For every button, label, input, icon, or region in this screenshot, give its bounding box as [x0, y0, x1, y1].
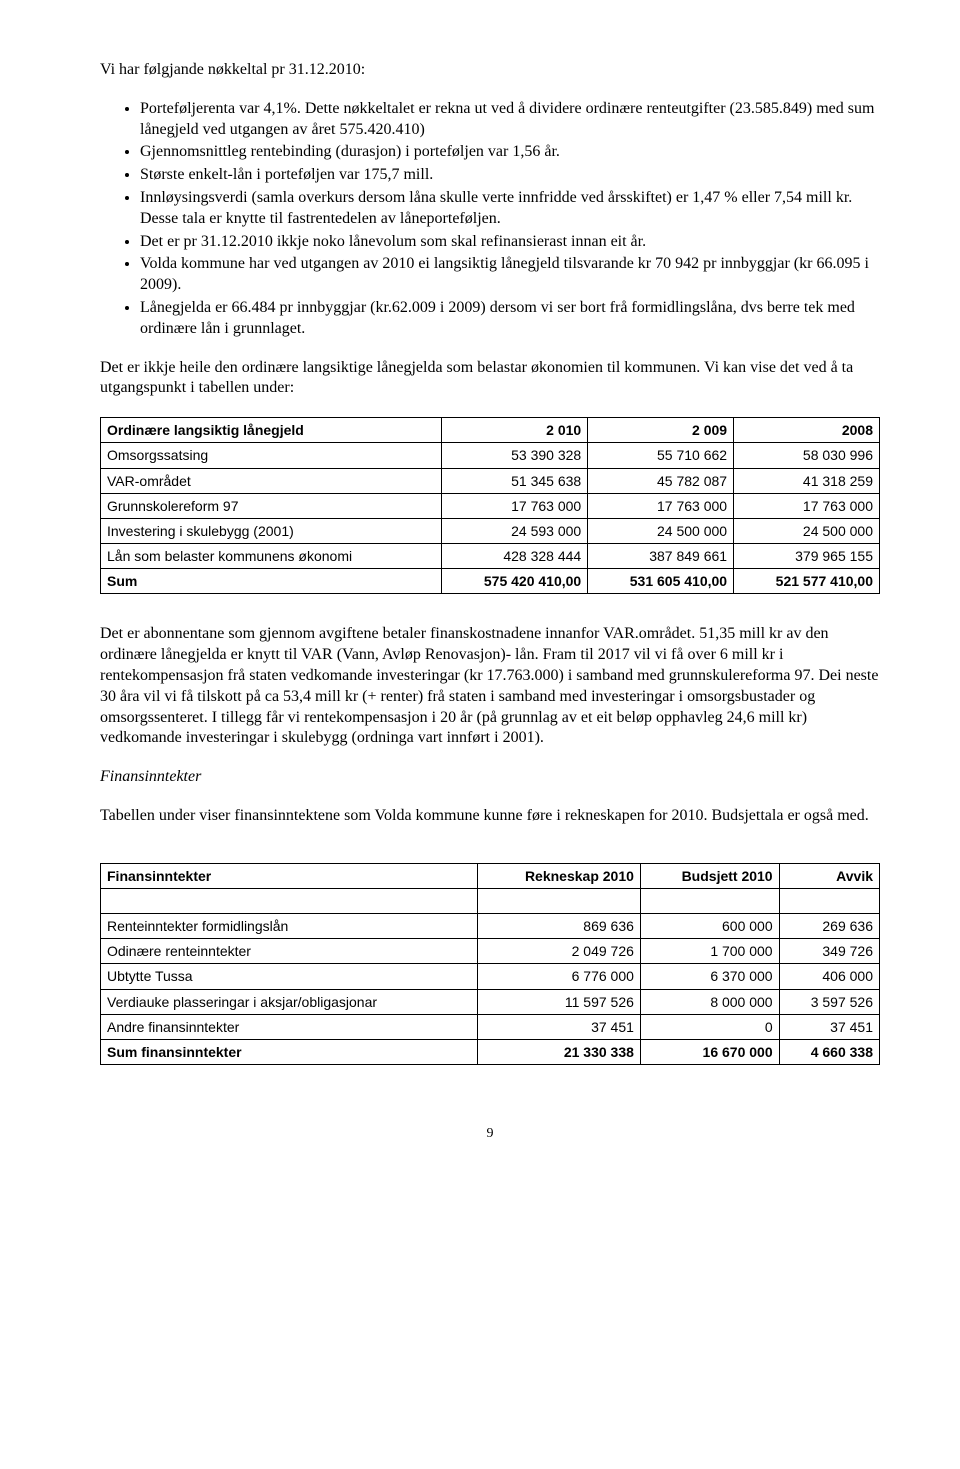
table-cell: 0 — [640, 1014, 779, 1039]
table-cell: 24 500 000 — [734, 518, 880, 543]
table-cell: 17 763 000 — [442, 493, 588, 518]
table-header-row: Finansinntekter Rekneskap 2010 Budsjett … — [101, 863, 880, 888]
table-row: Ubtytte Tussa 6 776 000 6 370 000 406 00… — [101, 964, 880, 989]
table-cell: 41 318 259 — [734, 468, 880, 493]
table-cell: 6 776 000 — [478, 964, 641, 989]
table-header: 2 009 — [588, 418, 734, 443]
table-cell: 51 345 638 — [442, 468, 588, 493]
table-cell: 24 593 000 — [442, 518, 588, 543]
list-item: Gjennomsnittleg rentebinding (durasjon) … — [140, 142, 880, 163]
table-cell: 17 763 000 — [588, 493, 734, 518]
list-item: Innløysingsverdi (samla overkurs dersom … — [140, 188, 880, 230]
table-cell: 3 597 526 — [779, 989, 879, 1014]
table-cell: 45 782 087 — [588, 468, 734, 493]
table-cell: Sum — [101, 569, 442, 594]
table-cell: 379 965 155 — [734, 544, 880, 569]
table-header: Ordinære langsiktig lånegjeld — [101, 418, 442, 443]
table-cell: 600 000 — [640, 914, 779, 939]
table-cell — [101, 889, 478, 914]
table-header: Budsjett 2010 — [640, 863, 779, 888]
table-header-row: Ordinære langsiktig lånegjeld 2 010 2 00… — [101, 418, 880, 443]
table-cell: Sum finansinntekter — [101, 1039, 478, 1064]
table-row: Verdiauke plasseringar i aksjar/obligasj… — [101, 989, 880, 1014]
table-cell: Grunnskolereform 97 — [101, 493, 442, 518]
table-row: Andre finansinntekter 37 451 0 37 451 — [101, 1014, 880, 1039]
table-row: Renteinntekter formidlingslån 869 636 60… — [101, 914, 880, 939]
table-cell: 269 636 — [779, 914, 879, 939]
table-cell: 37 451 — [478, 1014, 641, 1039]
middle-paragraph: Det er ikkje heile den ordinære langsikt… — [100, 358, 880, 400]
table-row: Omsorgssatsing 53 390 328 55 710 662 58 … — [101, 443, 880, 468]
table-cell: 428 328 444 — [442, 544, 588, 569]
table-row: Grunnskolereform 97 17 763 000 17 763 00… — [101, 493, 880, 518]
table-spacer-row — [101, 889, 880, 914]
table-cell: 21 330 338 — [478, 1039, 641, 1064]
table-cell: Andre finansinntekter — [101, 1014, 478, 1039]
table-cell: 521 577 410,00 — [734, 569, 880, 594]
table-cell: 24 500 000 — [588, 518, 734, 543]
list-item: Største enkelt-lån i porteføljen var 175… — [140, 165, 880, 186]
table-header: 2008 — [734, 418, 880, 443]
list-item: Volda kommune har ved utgangen av 2010 e… — [140, 254, 880, 296]
table-cell: 17 763 000 — [734, 493, 880, 518]
table-cell: 2 049 726 — [478, 939, 641, 964]
table-header: Finansinntekter — [101, 863, 478, 888]
table-row: Lån som belaster kommunens økonomi 428 3… — [101, 544, 880, 569]
subheading-finansinntekter: Finansinntekter — [100, 767, 880, 788]
table-cell — [478, 889, 641, 914]
table-cell: Investering i skulebygg (2001) — [101, 518, 442, 543]
debt-table: Ordinære langsiktig lånegjeld 2 010 2 00… — [100, 417, 880, 594]
table-cell: 55 710 662 — [588, 443, 734, 468]
table-cell: 11 597 526 — [478, 989, 641, 1014]
table-cell: 4 660 338 — [779, 1039, 879, 1064]
table-cell: Omsorgssatsing — [101, 443, 442, 468]
table-row: VAR-området 51 345 638 45 782 087 41 318… — [101, 468, 880, 493]
table-cell: 406 000 — [779, 964, 879, 989]
table-row: Odinære renteinntekter 2 049 726 1 700 0… — [101, 939, 880, 964]
table-cell — [640, 889, 779, 914]
list-item: Porteføljerenta var 4,1%. Dette nøkkelta… — [140, 99, 880, 141]
table-header: Rekneskap 2010 — [478, 863, 641, 888]
list-item: Lånegjelda er 66.484 pr innbyggjar (kr.6… — [140, 298, 880, 340]
table-cell: 1 700 000 — [640, 939, 779, 964]
table-cell: 37 451 — [779, 1014, 879, 1039]
after-table1-paragraph: Det er abonnentane som gjennom avgiftene… — [100, 624, 880, 749]
table-cell: VAR-området — [101, 468, 442, 493]
page-number: 9 — [100, 1125, 880, 1143]
table-cell: Renteinntekter formidlingslån — [101, 914, 478, 939]
finance-income-table: Finansinntekter Rekneskap 2010 Budsjett … — [100, 863, 880, 1065]
table-cell: Verdiauke plasseringar i aksjar/obligasj… — [101, 989, 478, 1014]
list-item: Det er pr 31.12.2010 ikkje noko lånevolu… — [140, 232, 880, 253]
table-cell: 575 420 410,00 — [442, 569, 588, 594]
key-figures-list: Porteføljerenta var 4,1%. Dette nøkkelta… — [100, 99, 880, 340]
table-cell: 387 849 661 — [588, 544, 734, 569]
table-cell: 349 726 — [779, 939, 879, 964]
table-header: Avvik — [779, 863, 879, 888]
table-cell: 6 370 000 — [640, 964, 779, 989]
table-sum-row: Sum finansinntekter 21 330 338 16 670 00… — [101, 1039, 880, 1064]
table-cell: 531 605 410,00 — [588, 569, 734, 594]
table-cell — [779, 889, 879, 914]
table-row: Investering i skulebygg (2001) 24 593 00… — [101, 518, 880, 543]
table-cell: 8 000 000 — [640, 989, 779, 1014]
table-cell: Ubtytte Tussa — [101, 964, 478, 989]
table-cell: Lån som belaster kommunens økonomi — [101, 544, 442, 569]
table-cell: 58 030 996 — [734, 443, 880, 468]
table-cell: 16 670 000 — [640, 1039, 779, 1064]
table-cell: Odinære renteinntekter — [101, 939, 478, 964]
table-cell: 53 390 328 — [442, 443, 588, 468]
before-table2-paragraph: Tabellen under viser finansinntektene so… — [100, 806, 880, 827]
table-header: 2 010 — [442, 418, 588, 443]
table-cell: 869 636 — [478, 914, 641, 939]
table-sum-row: Sum 575 420 410,00 531 605 410,00 521 57… — [101, 569, 880, 594]
intro-line: Vi har følgjande nøkkeltal pr 31.12.2010… — [100, 60, 880, 81]
